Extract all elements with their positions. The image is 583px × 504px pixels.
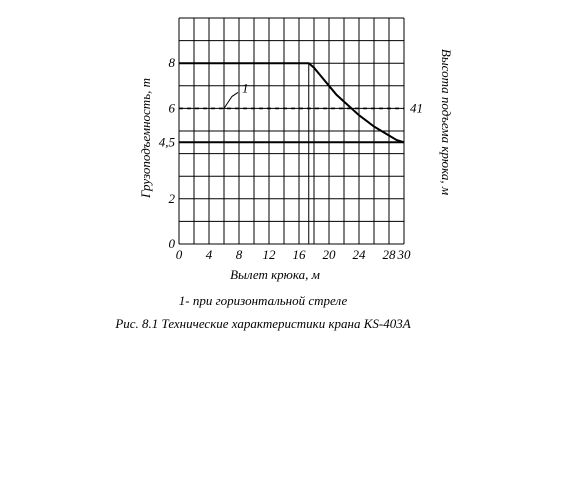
- series-label-leader: [223, 91, 239, 109]
- x-tick-label: 20: [323, 247, 337, 262]
- figure-caption: Рис. 8.1 Технические характеристики кран…: [114, 316, 410, 331]
- y-tick-label: 0: [169, 236, 176, 251]
- y-axis-title-left: Грузоподъемность, т: [138, 78, 153, 199]
- x-tick-label: 24: [353, 247, 367, 262]
- x-tick-label: 4: [206, 247, 213, 262]
- legend-note: 1- при горизонтальной стреле: [179, 293, 348, 308]
- x-tick-label: 8: [236, 247, 243, 262]
- series-label: 1: [242, 80, 249, 95]
- y-tick-label: 6: [169, 100, 176, 115]
- series-line: [179, 62, 405, 144]
- chart-grid: [178, 17, 405, 245]
- chart-series: 1: [179, 62, 405, 144]
- x-tick-label: 30: [397, 247, 412, 262]
- x-tick-label: 0: [176, 247, 183, 262]
- y-tick-label-right: 41: [410, 100, 423, 115]
- y-tick-label: 2: [169, 191, 176, 206]
- y-tick-label: 4,5: [159, 134, 176, 149]
- x-tick-label: 16: [293, 247, 307, 262]
- x-axis-title: Вылет крюка, м: [230, 267, 320, 282]
- y-tick-label: 8: [169, 55, 176, 70]
- y-axis-title-right: Высота подъема крюка, м: [439, 49, 454, 195]
- x-tick-label: 12: [263, 247, 277, 262]
- chart-ticks: 0 4 8 12 16 20 24 28 30 0 2 4,5 6 8 41: [159, 55, 423, 262]
- x-tick-label: 28: [383, 247, 397, 262]
